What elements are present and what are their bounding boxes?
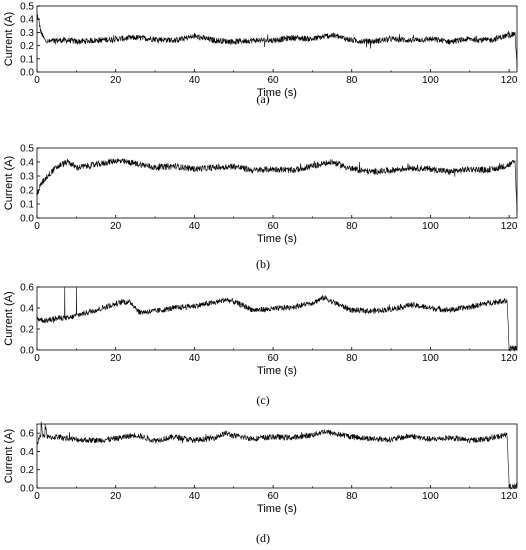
chart-panel-3: 0 20 40 60 80 100 120 0.0 0.2 0.4 0.6 Time (s) Curre… — [3, 283, 518, 408]
chart-panel-4: 0 20 40 60 80 100 120 0.0 0.2 0.4 0.6 Time (s) Curre… — [3, 421, 518, 545]
y-axis-title: Current (A) — [3, 12, 15, 66]
x-tick-label: 60 — [268, 353, 280, 364]
plot-frame — [36, 5, 518, 73]
plot-frame — [36, 423, 518, 489]
x-tick-label: 40 — [189, 221, 201, 232]
y-tick-label: 0.4 — [20, 447, 34, 458]
y-tick-label: 0.3 — [20, 28, 34, 39]
y-tick-label: 0.0 — [20, 346, 34, 357]
chart-panel-1: 0 20 40 60 80 100 120 0.0 0.1 0.2 0.3 0.4 0.5 Time (s… — [3, 2, 518, 107]
x-tick-label: 120 — [501, 491, 518, 502]
x-axis-title: Time (s) — [257, 365, 297, 377]
x-tick-label: 40 — [189, 353, 201, 364]
plot-frame — [36, 147, 518, 219]
x-tick-label: 80 — [346, 353, 358, 364]
x-tick-label: 20 — [110, 491, 122, 502]
y-tick-label: 0.0 — [20, 484, 34, 495]
x-tick-label: 100 — [422, 221, 439, 232]
x-tick-label: 60 — [268, 221, 280, 232]
x-tick-label: 100 — [422, 491, 439, 502]
series-line-1 — [36, 12, 518, 67]
x-axis-title: Time (s) — [257, 503, 297, 515]
y-tick-label: 0.4 — [20, 15, 34, 26]
plot-frame — [36, 286, 518, 351]
x-tick-label: 0 — [34, 75, 40, 86]
x-tick-label: 80 — [346, 75, 358, 86]
panel-caption: (d) — [256, 531, 270, 545]
x-tick-label: 20 — [110, 75, 122, 86]
y-axis-title: Current (A) — [3, 429, 15, 483]
x-tick-label: 0 — [34, 353, 40, 364]
x-tick-label: 0 — [34, 491, 40, 502]
x-tick-label: 60 — [268, 491, 280, 502]
x-tick-label: 20 — [110, 221, 122, 232]
x-tick-label: 0 — [34, 221, 40, 232]
x-axis-title: Time (s) — [257, 233, 297, 245]
y-tick-label: 0.0 — [20, 214, 34, 225]
y-tick-label: 0.6 — [20, 429, 34, 440]
y-tick-label: 0.1 — [20, 54, 34, 65]
x-axis-title: Time (s) — [257, 87, 297, 99]
x-tick-label: 120 — [501, 75, 518, 86]
x-tick-label: 20 — [110, 353, 122, 364]
series-line-1 — [36, 421, 518, 490]
y-axis-title: Current (A) — [3, 156, 15, 210]
y-tick-label: 0.5 — [20, 2, 34, 13]
panel-caption: (a) — [256, 92, 269, 106]
x-tick-label: 80 — [346, 491, 358, 502]
panel-caption: (b) — [256, 257, 270, 271]
y-tick-label: 0.2 — [20, 41, 34, 52]
y-tick-label: 0.0 — [20, 68, 34, 79]
x-tick-label: 100 — [422, 75, 439, 86]
y-tick-label: 0.6 — [20, 283, 34, 294]
y-tick-label: 0.1 — [20, 200, 34, 211]
x-tick-label: 100 — [422, 353, 439, 364]
y-tick-label: 0.4 — [20, 158, 34, 169]
x-tick-label: 80 — [346, 221, 358, 232]
y-tick-label: 0.2 — [20, 325, 34, 336]
series-line-1 — [36, 158, 518, 213]
chart-panel-2: 0 20 40 60 80 100 120 0.0 0.1 0.2 0.3 0.4 0.5 Time (s… — [3, 144, 518, 272]
x-tick-label: 40 — [189, 75, 201, 86]
x-tick-label: 60 — [268, 75, 280, 86]
series-line-1 — [36, 286, 518, 352]
x-tick-label: 120 — [501, 221, 518, 232]
x-tick-label: 120 — [501, 353, 518, 364]
y-axis-title: Current (A) — [3, 291, 15, 345]
y-tick-label: 0.2 — [20, 465, 34, 476]
panel-caption: (c) — [256, 393, 269, 407]
y-tick-label: 0.4 — [20, 304, 34, 315]
y-tick-label: 0.2 — [20, 186, 34, 197]
y-tick-label: 0.5 — [20, 144, 34, 155]
y-tick-label: 0.3 — [20, 172, 34, 183]
x-tick-label: 40 — [189, 491, 201, 502]
